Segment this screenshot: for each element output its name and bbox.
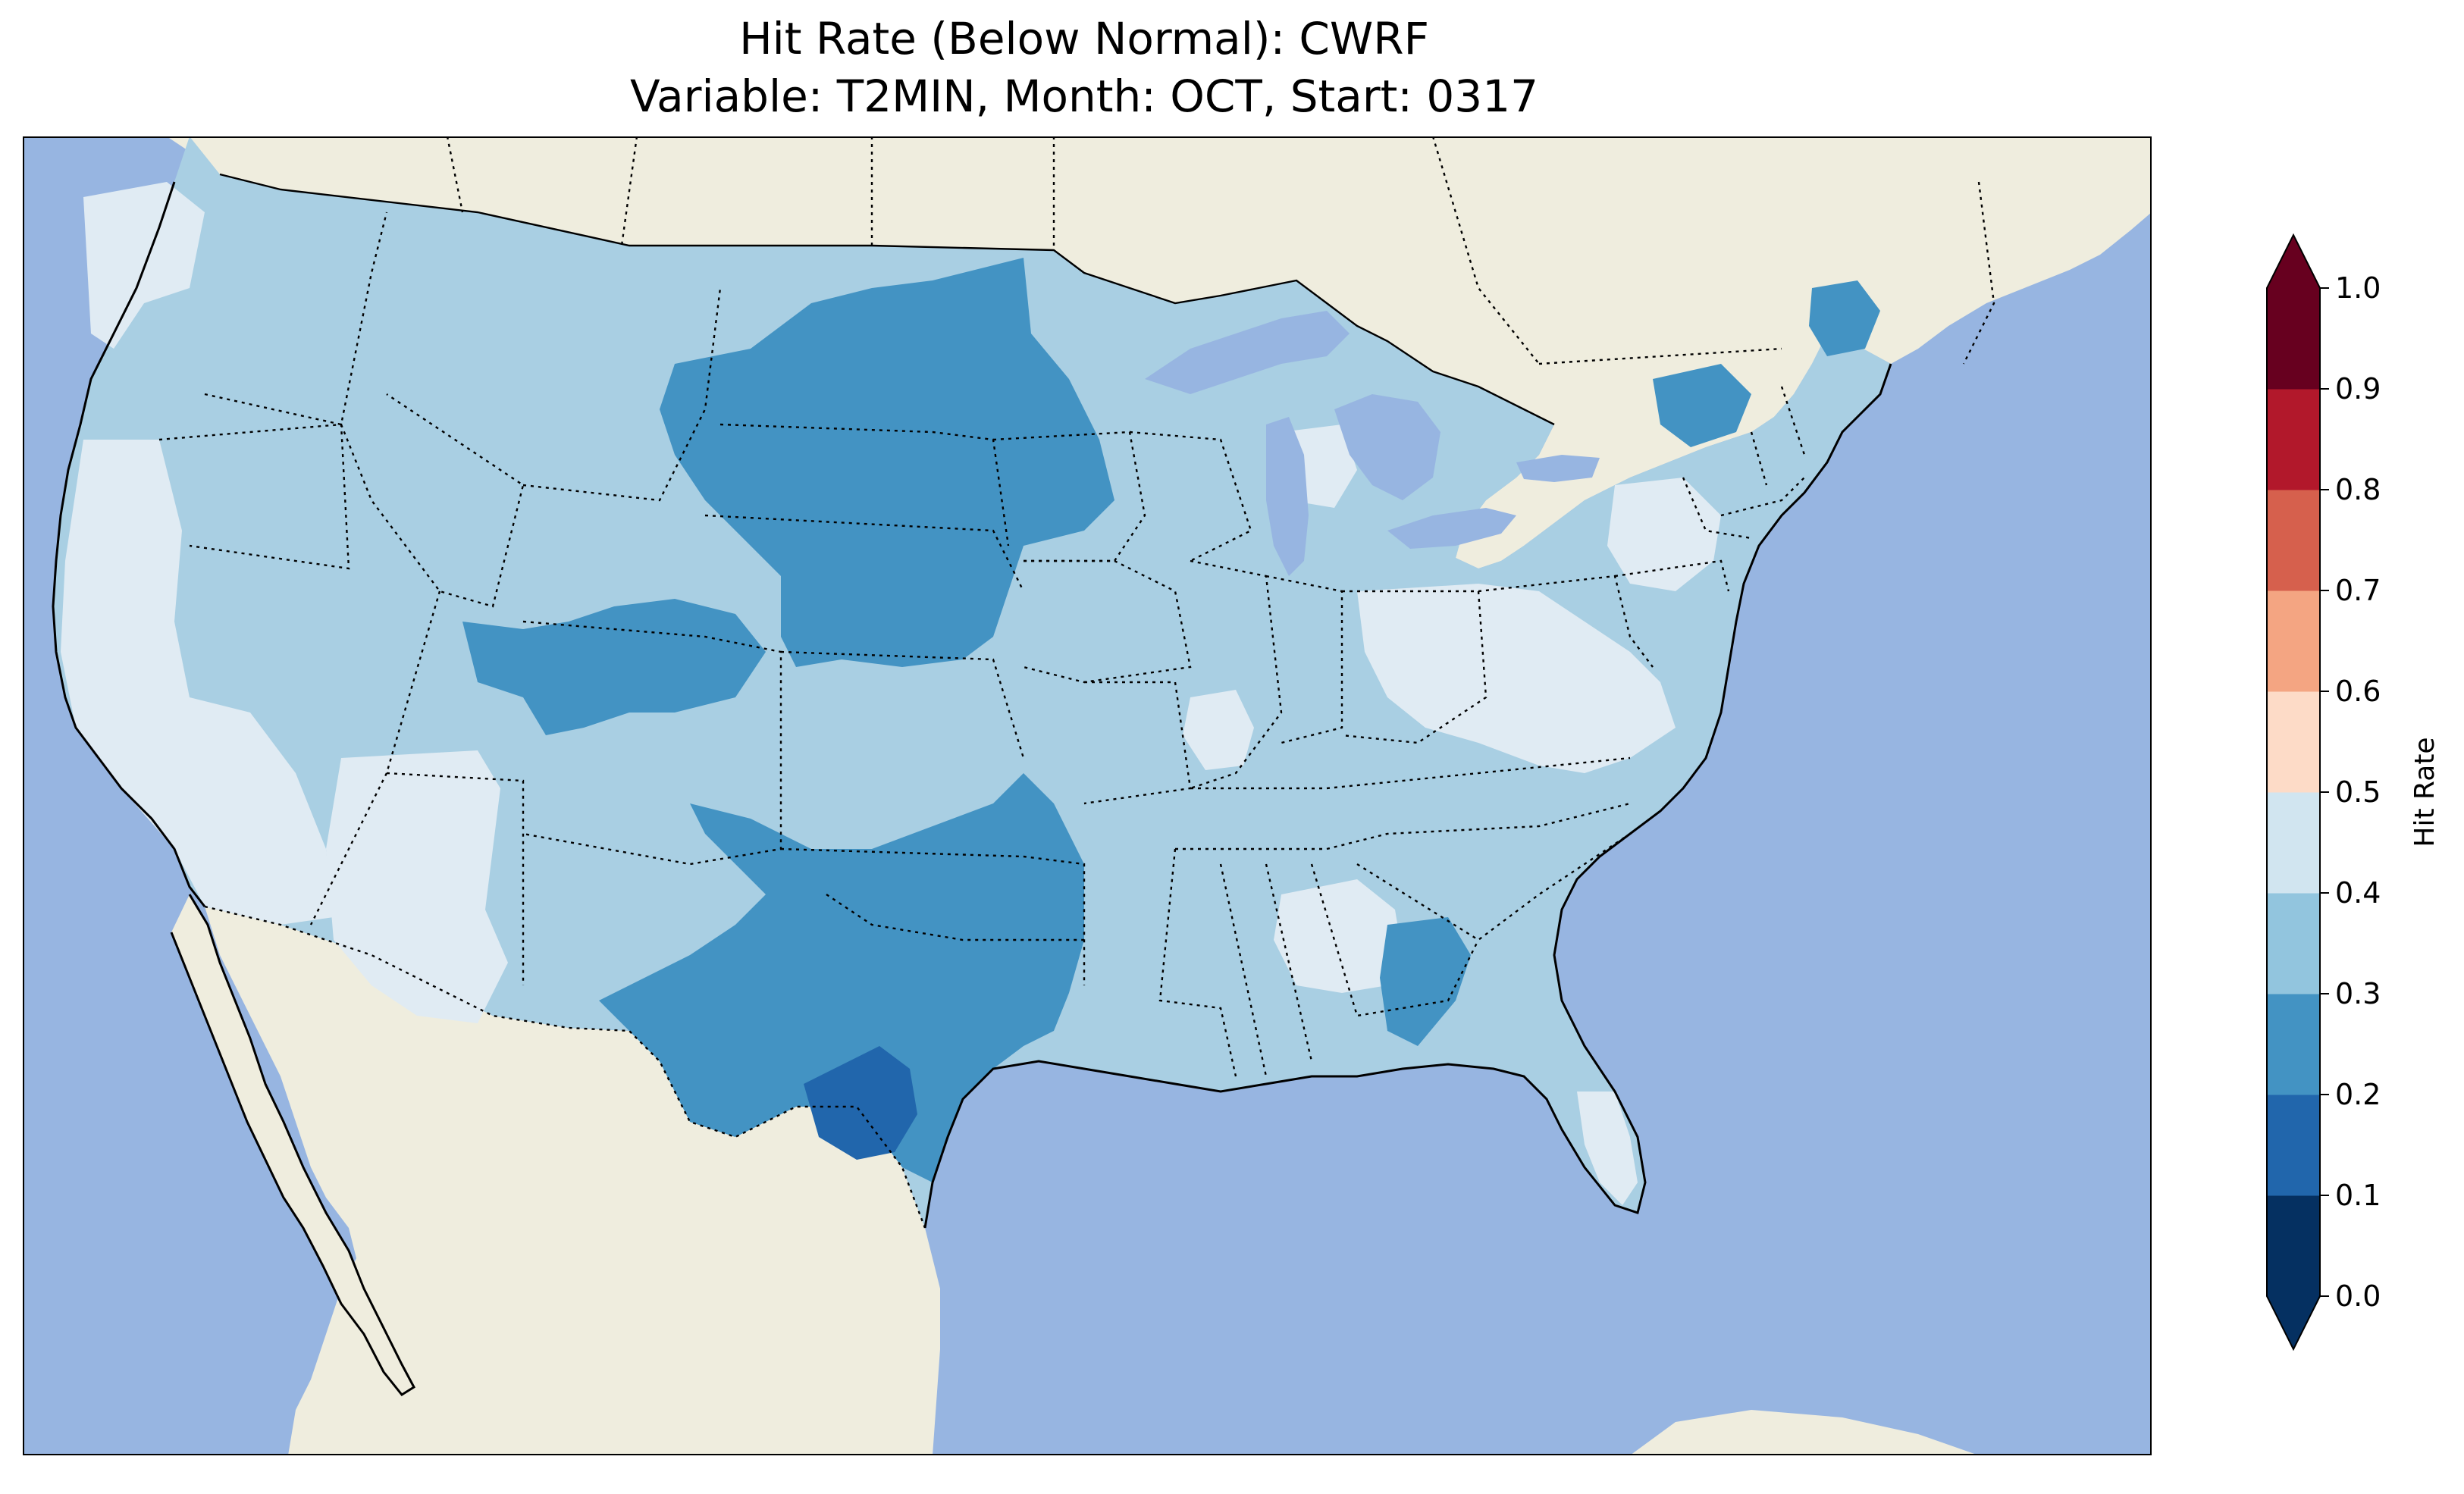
field-region-georgia <box>1274 879 1403 993</box>
colorbar-bin <box>2267 792 2320 894</box>
field-region-illinois <box>1183 690 1254 770</box>
colorbar-tick-label: 0.6 <box>2335 675 2381 708</box>
field-region-arizona <box>326 750 508 1023</box>
caribbean-land <box>1630 1410 1979 1455</box>
colorbar-bin <box>2267 590 2320 692</box>
baja-coastline <box>170 894 415 1396</box>
colorbar-bin <box>2267 994 2320 1095</box>
colorbar-tick-label: 1.0 <box>2335 271 2381 305</box>
colorbar-bins <box>2267 288 2320 1297</box>
colorbar-label: Hit Rate <box>2409 737 2440 847</box>
lake-huron <box>1334 394 1440 500</box>
colorbar-tick-label: 0.9 <box>2335 372 2381 406</box>
gulf-coastline <box>923 363 1892 1229</box>
colorbar-bin <box>2267 691 2320 793</box>
field-region-new-england <box>1607 478 1721 591</box>
colorbar-tick-label: 0.3 <box>2335 977 2381 1010</box>
mexico-land <box>205 907 940 1455</box>
field-region-maine <box>1809 280 1880 356</box>
colorbar-ticks: 0.0 0.1 0.2 0.3 0.4 0.5 0.6 0.7 0.8 0.9 1.0 <box>2320 271 2381 1313</box>
field-region-california <box>61 440 334 925</box>
colorbar-bin <box>2267 389 2320 490</box>
colorbar-tick-label: 0.8 <box>2335 473 2381 506</box>
lake-michigan <box>1266 417 1309 576</box>
colorbar-bin <box>2267 1095 2320 1196</box>
colorbar-tick-label: 0.1 <box>2335 1179 2381 1212</box>
map-panel <box>23 136 2152 1455</box>
colorbar-extend-under <box>2267 1296 2320 1349</box>
colorbar-bin <box>2267 893 2320 994</box>
lake-ontario <box>1516 455 1600 482</box>
field-region-oklahoma-texas <box>599 773 1084 1182</box>
colorbar-bin <box>2267 1195 2320 1297</box>
colorbar-tick-label: 0.0 <box>2335 1279 2381 1313</box>
field-region-south-texas <box>804 1046 917 1160</box>
field-region-upstate-ny <box>1653 364 1751 447</box>
colorbar-extend-over <box>2267 235 2320 288</box>
field-region-alabama <box>1380 917 1471 1046</box>
lake-erie <box>1387 508 1516 549</box>
colorbar-tick-label: 0.5 <box>2335 775 2381 809</box>
canada-land <box>167 136 2152 568</box>
colorbar-tick-label: 0.2 <box>2335 1078 2381 1111</box>
us-coastline <box>52 181 206 907</box>
chart-title: Hit Rate (Below Normal): CWRF <box>739 13 1429 64</box>
lake-superior <box>1145 311 1350 394</box>
field-region-northern-plains <box>660 258 1114 667</box>
field-region-ohio-valley <box>1357 584 1676 773</box>
colorbar: 0.0 0.1 0.2 0.3 0.4 0.5 0.6 0.7 0.8 0.9 1.0 Hit Ra… <box>2266 233 2440 1351</box>
us-canada-border <box>219 173 1555 426</box>
colorbar-tick-label: 0.4 <box>2335 876 2381 910</box>
colorbar-tick-label: 0.7 <box>2335 574 2381 607</box>
colorbar-bin <box>2267 288 2320 390</box>
state-borders <box>158 136 1995 1077</box>
field-region-colorado <box>462 599 766 735</box>
colorbar-bin <box>2267 490 2320 591</box>
chart-subtitle: Variable: T2MIN, Month: OCT, Start: 0317 <box>629 70 1539 122</box>
field-region-florida <box>1577 1092 1638 1205</box>
